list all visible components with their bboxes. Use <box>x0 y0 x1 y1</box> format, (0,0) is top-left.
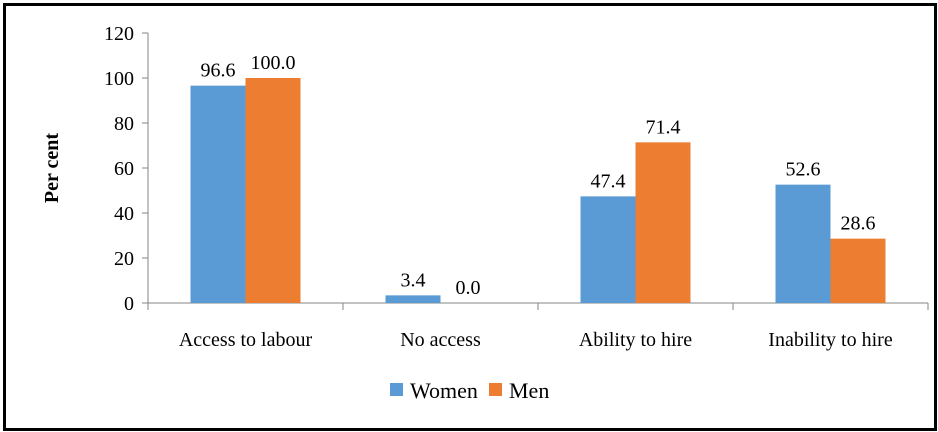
bar-men <box>245 78 301 303</box>
category-label: Ability to hire <box>579 329 692 351</box>
data-label: 28.6 <box>841 213 876 235</box>
legend-label-men: Men <box>509 378 549 403</box>
y-tick-label: 100 <box>104 68 134 90</box>
category-labels: Access to labour No access Ability to hire… <box>179 329 893 351</box>
bar-women <box>580 196 636 303</box>
x-ticks <box>147 303 929 310</box>
y-tick-label: 0 <box>124 293 134 315</box>
y-tick-label: 40 <box>114 203 134 225</box>
y-ticks: 0 20 40 60 80 100 120 <box>104 23 148 315</box>
bar-women <box>385 295 441 303</box>
bar-men <box>635 142 691 303</box>
data-label: 0.0 <box>456 277 481 299</box>
y-axis-title: Per cent <box>41 133 63 203</box>
y-tick-label: 120 <box>104 23 134 45</box>
data-label: 71.4 <box>646 116 681 138</box>
legend: Women Men <box>390 378 549 403</box>
data-label: 3.4 <box>401 269 426 291</box>
data-label: 100.0 <box>251 52 296 74</box>
y-axis: 0 20 40 60 80 100 120 <box>104 23 149 315</box>
x-axis <box>147 302 929 310</box>
y-tick-label: 80 <box>114 113 134 135</box>
y-tick-label: 20 <box>114 248 134 270</box>
category-label: Access to labour <box>179 329 313 351</box>
category-label: Inability to hire <box>768 329 893 351</box>
data-label: 47.4 <box>591 170 626 192</box>
data-labels: 96.6 100.0 3.4 0.0 47.4 71.4 52.6 28.6 <box>201 52 876 299</box>
data-label: 52.6 <box>786 159 821 181</box>
category-label: No access <box>400 329 481 351</box>
bars <box>190 78 886 304</box>
legend-label-women: Women <box>410 378 478 403</box>
bar-women <box>775 184 831 303</box>
data-label: 96.6 <box>201 60 236 82</box>
bar-men <box>830 238 886 303</box>
y-tick-label: 60 <box>114 158 134 180</box>
legend-swatch-men <box>489 383 502 396</box>
bar-women <box>190 85 246 304</box>
legend-swatch-women <box>390 383 403 396</box>
